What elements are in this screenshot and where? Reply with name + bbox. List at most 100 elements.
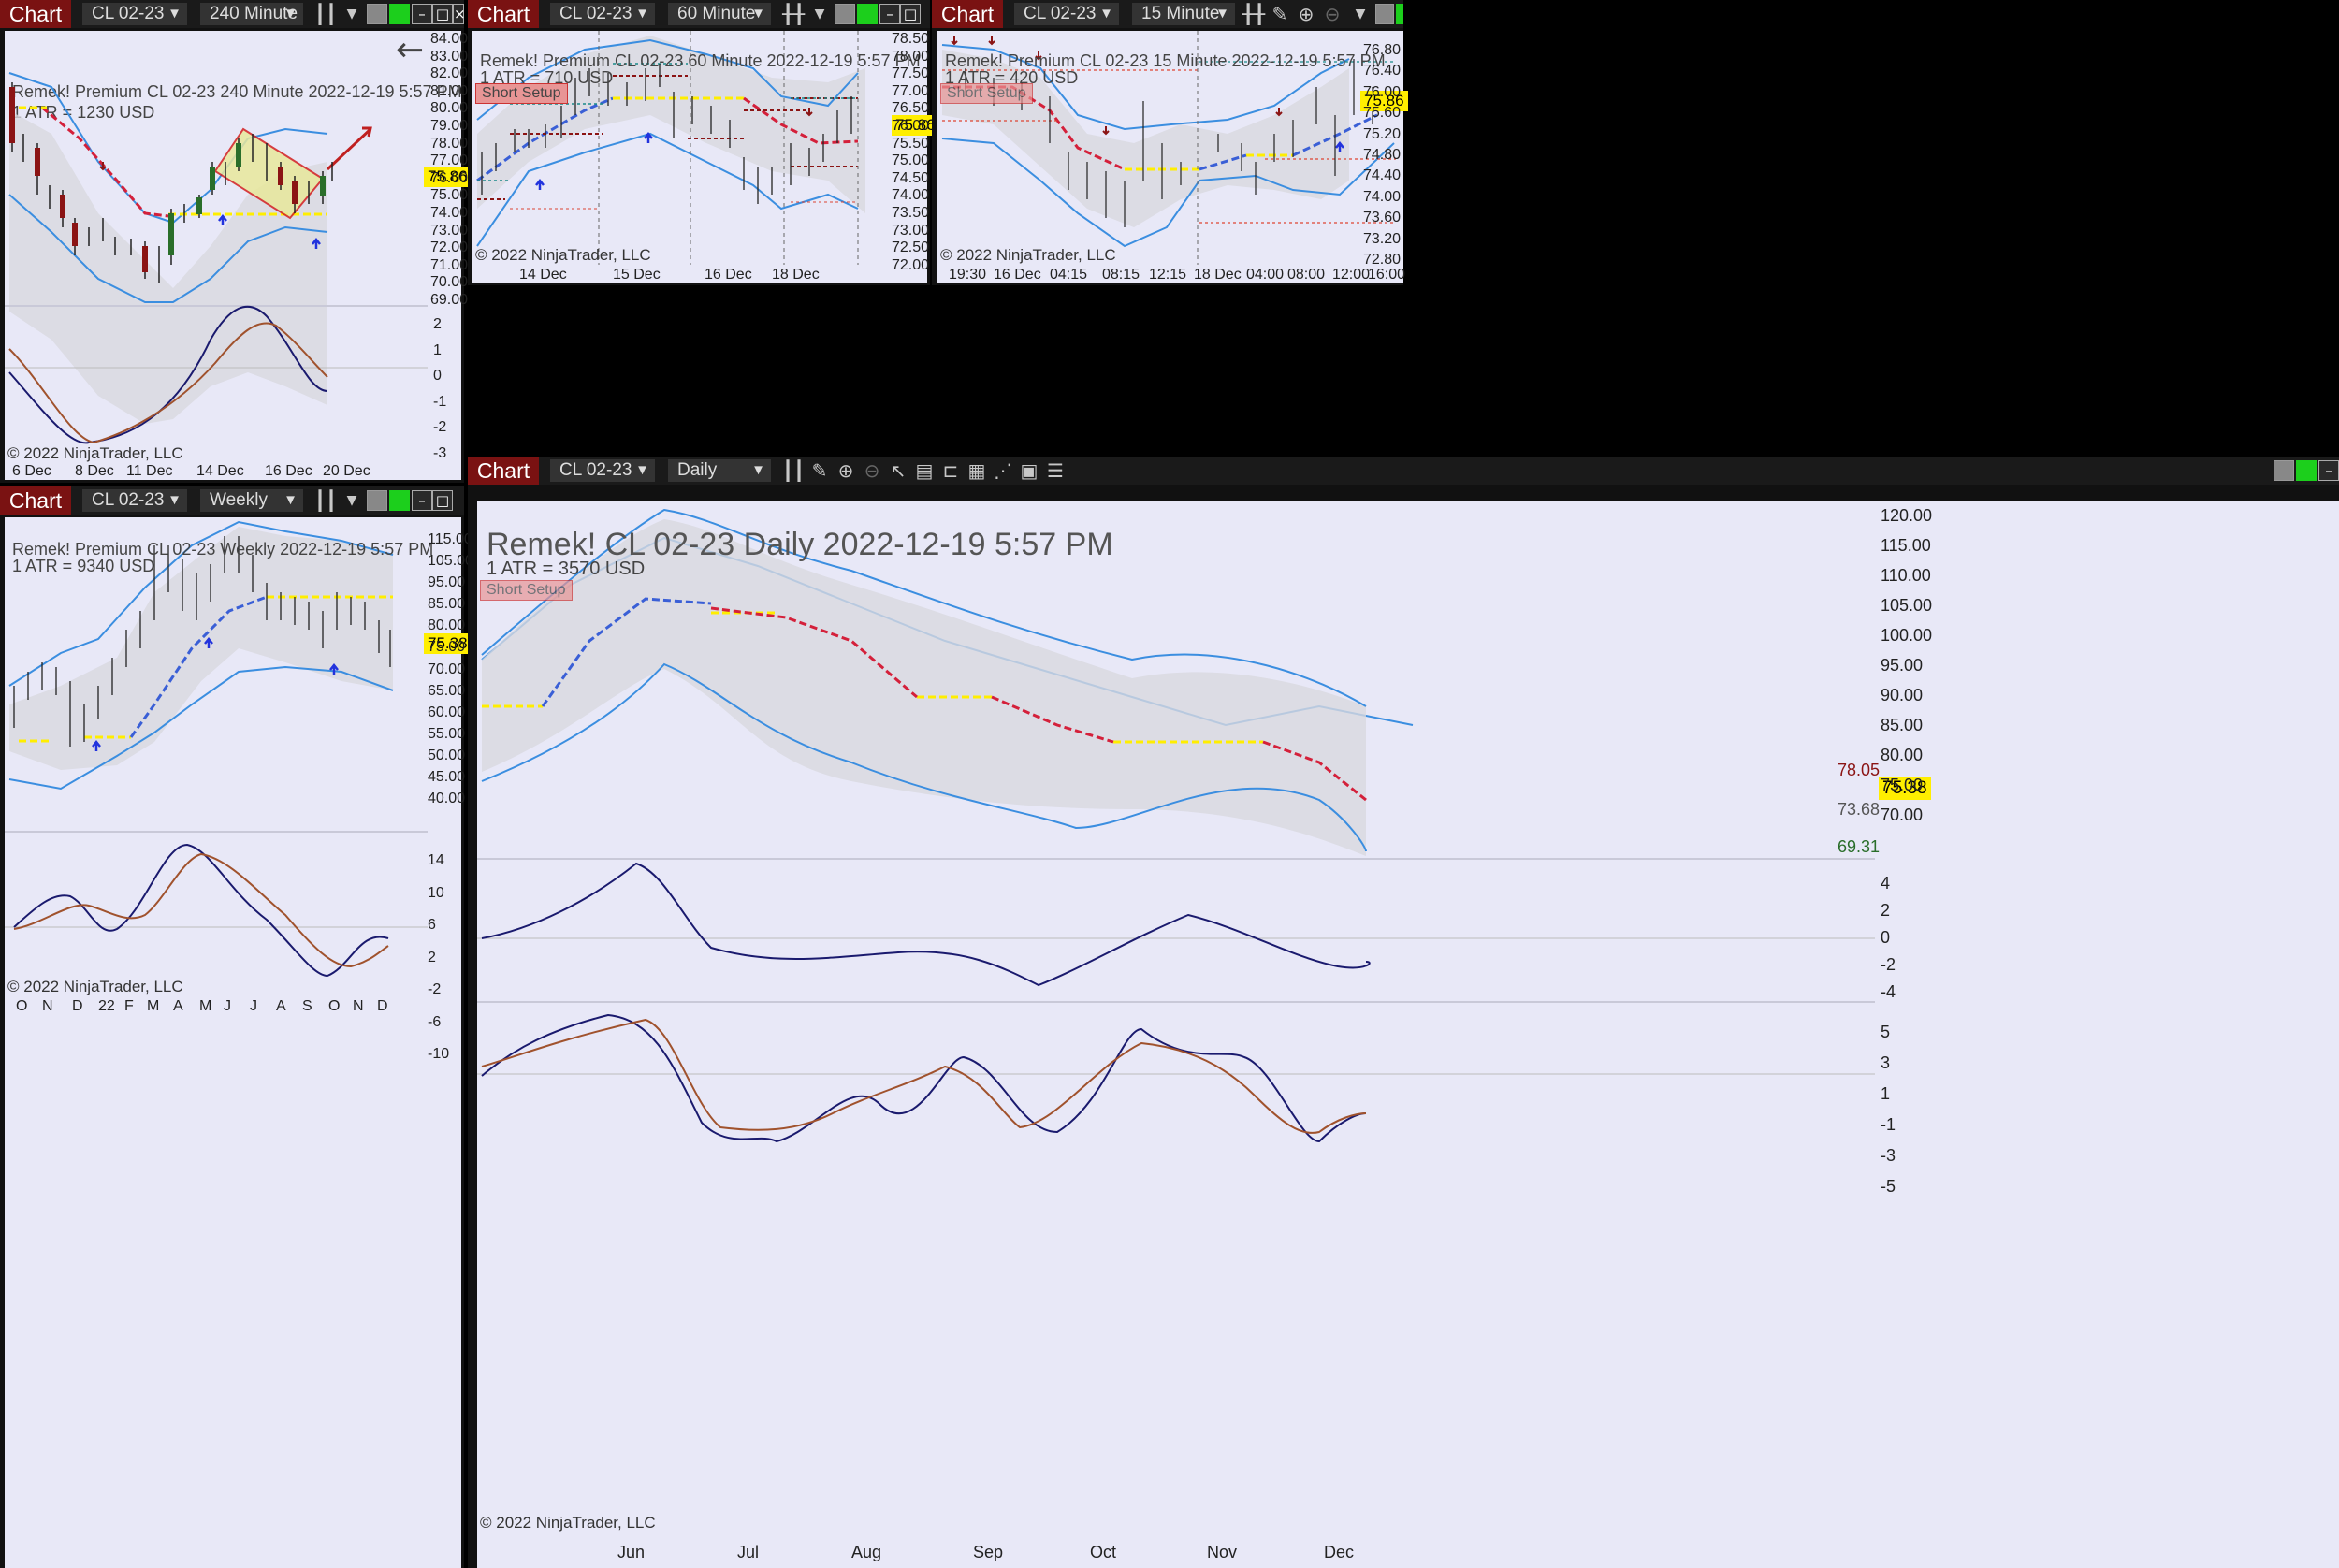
dropdown-icon[interactable]: ▼ (814, 7, 825, 22)
maximize-button[interactable]: □ (900, 4, 921, 24)
properties-icon[interactable]: ⊏ (942, 459, 959, 482)
window-gray-button[interactable] (2274, 460, 2294, 481)
interval-selector[interactable]: Daily ▼ (668, 459, 771, 482)
instrument-selector[interactable]: CL 02-23 ▼ (82, 489, 187, 512)
chart-canvas[interactable]: Remek! Premium CL 02-23 15 Minute 2022-1… (937, 31, 1408, 283)
x-axis[interactable]: 6 Dec 8 Dec 11 Dec 14 Dec 16 Dec 20 Dec (12, 463, 370, 479)
chevron-down-icon: ▼ (1099, 6, 1113, 22)
pointer-icon[interactable]: ↖ (890, 459, 907, 482)
dropdown-icon[interactable]: ▼ (346, 493, 357, 508)
minimize-button[interactable]: – (2318, 460, 2339, 481)
y-axis[interactable]: 76.80 76.40 76.00 75.60 75.20 74.80 74.40 74.00… (1363, 42, 1402, 269)
data-box-icon[interactable]: ▤ (915, 459, 934, 482)
window-gray-button[interactable] (367, 4, 387, 24)
window-gray-button[interactable] (367, 490, 387, 511)
window-link-button[interactable] (857, 4, 878, 24)
chart-label[interactable]: Chart (932, 0, 1003, 28)
bar-type-icon[interactable]: ╂╂ (781, 3, 806, 25)
histogram-y-axis[interactable]: 4 2 0 -2 -4 (1881, 874, 1896, 1001)
chart-canvas[interactable]: Remek! CL 02-23 Daily 2022-12-19 5:57 PM… (477, 501, 2339, 1568)
indicators-icon[interactable]: ⋰ (994, 459, 1012, 482)
price-plot-main (481, 508, 1367, 856)
dropdown-icon[interactable]: ▼ (1355, 7, 1366, 22)
window-gray-button[interactable] (1375, 4, 1394, 24)
bar-type-icon[interactable]: ┃┃ (781, 459, 806, 482)
interval-selector[interactable]: 240 Minute ▼ (200, 3, 303, 25)
window-gray-button[interactable] (835, 4, 855, 24)
chevron-down-icon: ▼ (751, 462, 765, 478)
price-tag: 75.86 (424, 167, 472, 187)
chart-label[interactable]: Chart (468, 457, 539, 485)
close-button[interactable]: × (453, 4, 466, 24)
zoom-in-icon[interactable]: ⊕ (837, 459, 854, 482)
chart-canvas[interactable]: Remek! Premium CL 02-23 60 Minute 2022-1… (472, 31, 939, 283)
chart-label[interactable]: Chart (0, 0, 71, 28)
window-link-button[interactable] (389, 4, 410, 24)
y-axis[interactable]: 120.00 115.00 110.00 105.00 100.00 95.00 90.00… (1881, 506, 1933, 824)
interval-selector[interactable]: 60 Minute ▼ (668, 3, 771, 25)
chart-toolbar: Chart CL 02-23 ▼ Weekly ▼ ┃┃ ▼ – □ (0, 486, 464, 515)
interval-selector[interactable]: Weekly ▼ (200, 489, 303, 512)
y-axis[interactable]: 84.00 83.00 82.00 81.00 80.00 79.00 78.00 77.00… (430, 31, 469, 308)
chart-label[interactable]: Chart (0, 486, 71, 515)
minimize-button[interactable]: – (412, 490, 432, 511)
zoom-out-icon[interactable]: ⊖ (1324, 3, 1341, 25)
price-tag: 75.38 (1879, 777, 1931, 800)
oscillator-y-axis[interactable]: 2 1 0 -1 -2 -3 (433, 316, 447, 461)
zoom-out-icon[interactable]: ⊖ (864, 459, 880, 482)
list-icon[interactable]: ☰ (1047, 459, 1064, 482)
templates-icon[interactable]: ▣ (1020, 459, 1039, 482)
panel-separator[interactable] (477, 858, 1875, 860)
panel-separator[interactable] (5, 305, 428, 307)
strategies-icon[interactable]: ▦ (967, 459, 986, 482)
window-link-button[interactable] (2296, 460, 2317, 481)
minimize-button[interactable]: – (879, 4, 900, 24)
bar-type-icon[interactable]: ┃┃ (313, 489, 338, 512)
y-axis[interactable]: 115.00 105.00 95.00 85.00 80.00 75.00 70.00 65.… (428, 531, 473, 807)
back-arrow-icon[interactable]: ← (396, 31, 425, 69)
short-setup-badge: Short Setup (480, 580, 573, 601)
oscillator-y-axis[interactable]: 14 10 6 2 -2 -6 -10 (428, 852, 450, 1062)
pencil-icon[interactable]: ✎ (1271, 3, 1288, 25)
atr-label: 1 ATR = 420 USD (945, 68, 1079, 87)
y-axis[interactable]: 78.50 78.00 77.50 77.00 76.50 76.00 75.50 75.00… (892, 31, 930, 273)
oscillator-y-axis[interactable]: 5 3 1 -1 -3 -5 (1881, 1023, 1896, 1196)
bar-type-icon[interactable]: ┃┃ (313, 3, 338, 25)
copyright: © 2022 NinjaTrader, LLC (7, 444, 183, 462)
chevron-down-icon: ▼ (1215, 6, 1229, 22)
x-axis[interactable]: Jun Jul Aug Sep Oct Nov Dec (617, 1543, 1355, 1561)
chart-toolbar: Chart CL 02-23 ▼ Daily ▼ ┃┃ ✎ ⊕ ⊖ ↖ ▤ ⊏ ▦ … (468, 457, 2339, 485)
chart-canvas[interactable]: Remek! Premium CL 02-23 Weekly 2022-12-1… (5, 517, 473, 1568)
instrument-selector[interactable]: CL 02-23 ▼ (550, 459, 655, 482)
chart-window-daily: Chart CL 02-23 ▼ Daily ▼ ┃┃ ✎ ⊕ ⊖ ↖ ▤ ⊏ ▦ … (468, 457, 2339, 1568)
panel-separator[interactable] (5, 831, 428, 833)
maximize-button[interactable]: □ (432, 490, 453, 511)
instrument-selector[interactable]: CL 02-23 ▼ (82, 3, 187, 25)
x-axis[interactable]: O N D 22 F M A M J J A S O N D (16, 998, 388, 1014)
chart-title: Remek! Premium CL 02-23 15 Minute 2022-1… (945, 51, 1386, 70)
copyright: © 2022 NinjaTrader, LLC (480, 1514, 656, 1532)
chart-canvas[interactable]: Remek! Premium CL 02-23 240 Minute 2022-… (5, 31, 472, 480)
dropdown-icon[interactable]: ▼ (346, 7, 357, 22)
oscillator-plot (477, 1013, 1875, 1143)
bar-type-icon[interactable]: ╂╂ (1242, 3, 1266, 25)
zoom-in-icon[interactable]: ⊕ (1298, 3, 1315, 25)
panel-separator[interactable] (477, 1001, 1875, 1003)
x-axis[interactable]: 19:30 16 Dec 04:15 08:15 12:15 18 Dec 04:00 08:… (949, 267, 1406, 283)
pencil-icon[interactable]: ✎ (811, 459, 828, 482)
instrument-selector[interactable]: CL 02-23 ▼ (550, 3, 655, 25)
x-axis[interactable]: 14 Dec 15 Dec 16 Dec 18 Dec (519, 267, 820, 283)
window-link-button[interactable] (389, 490, 410, 511)
maximize-button[interactable]: □ (432, 4, 453, 24)
chart-label[interactable]: Chart (468, 0, 539, 28)
instrument-selector[interactable]: CL 02-23 ▼ (1014, 3, 1119, 25)
chevron-down-icon: ▼ (167, 492, 182, 508)
histogram-plot (477, 862, 1875, 987)
chevron-down-icon: ▼ (635, 462, 649, 478)
window-link-button[interactable] (1396, 4, 1403, 24)
chart-title: Remek! CL 02-23 Daily 2022-12-19 5:57 PM (487, 527, 1113, 562)
minimize-button[interactable]: – (412, 4, 432, 24)
chevron-down-icon: ▼ (283, 492, 298, 508)
copyright: © 2022 NinjaTrader, LLC (940, 246, 1116, 264)
interval-selector[interactable]: 15 Minute ▼ (1132, 3, 1235, 25)
